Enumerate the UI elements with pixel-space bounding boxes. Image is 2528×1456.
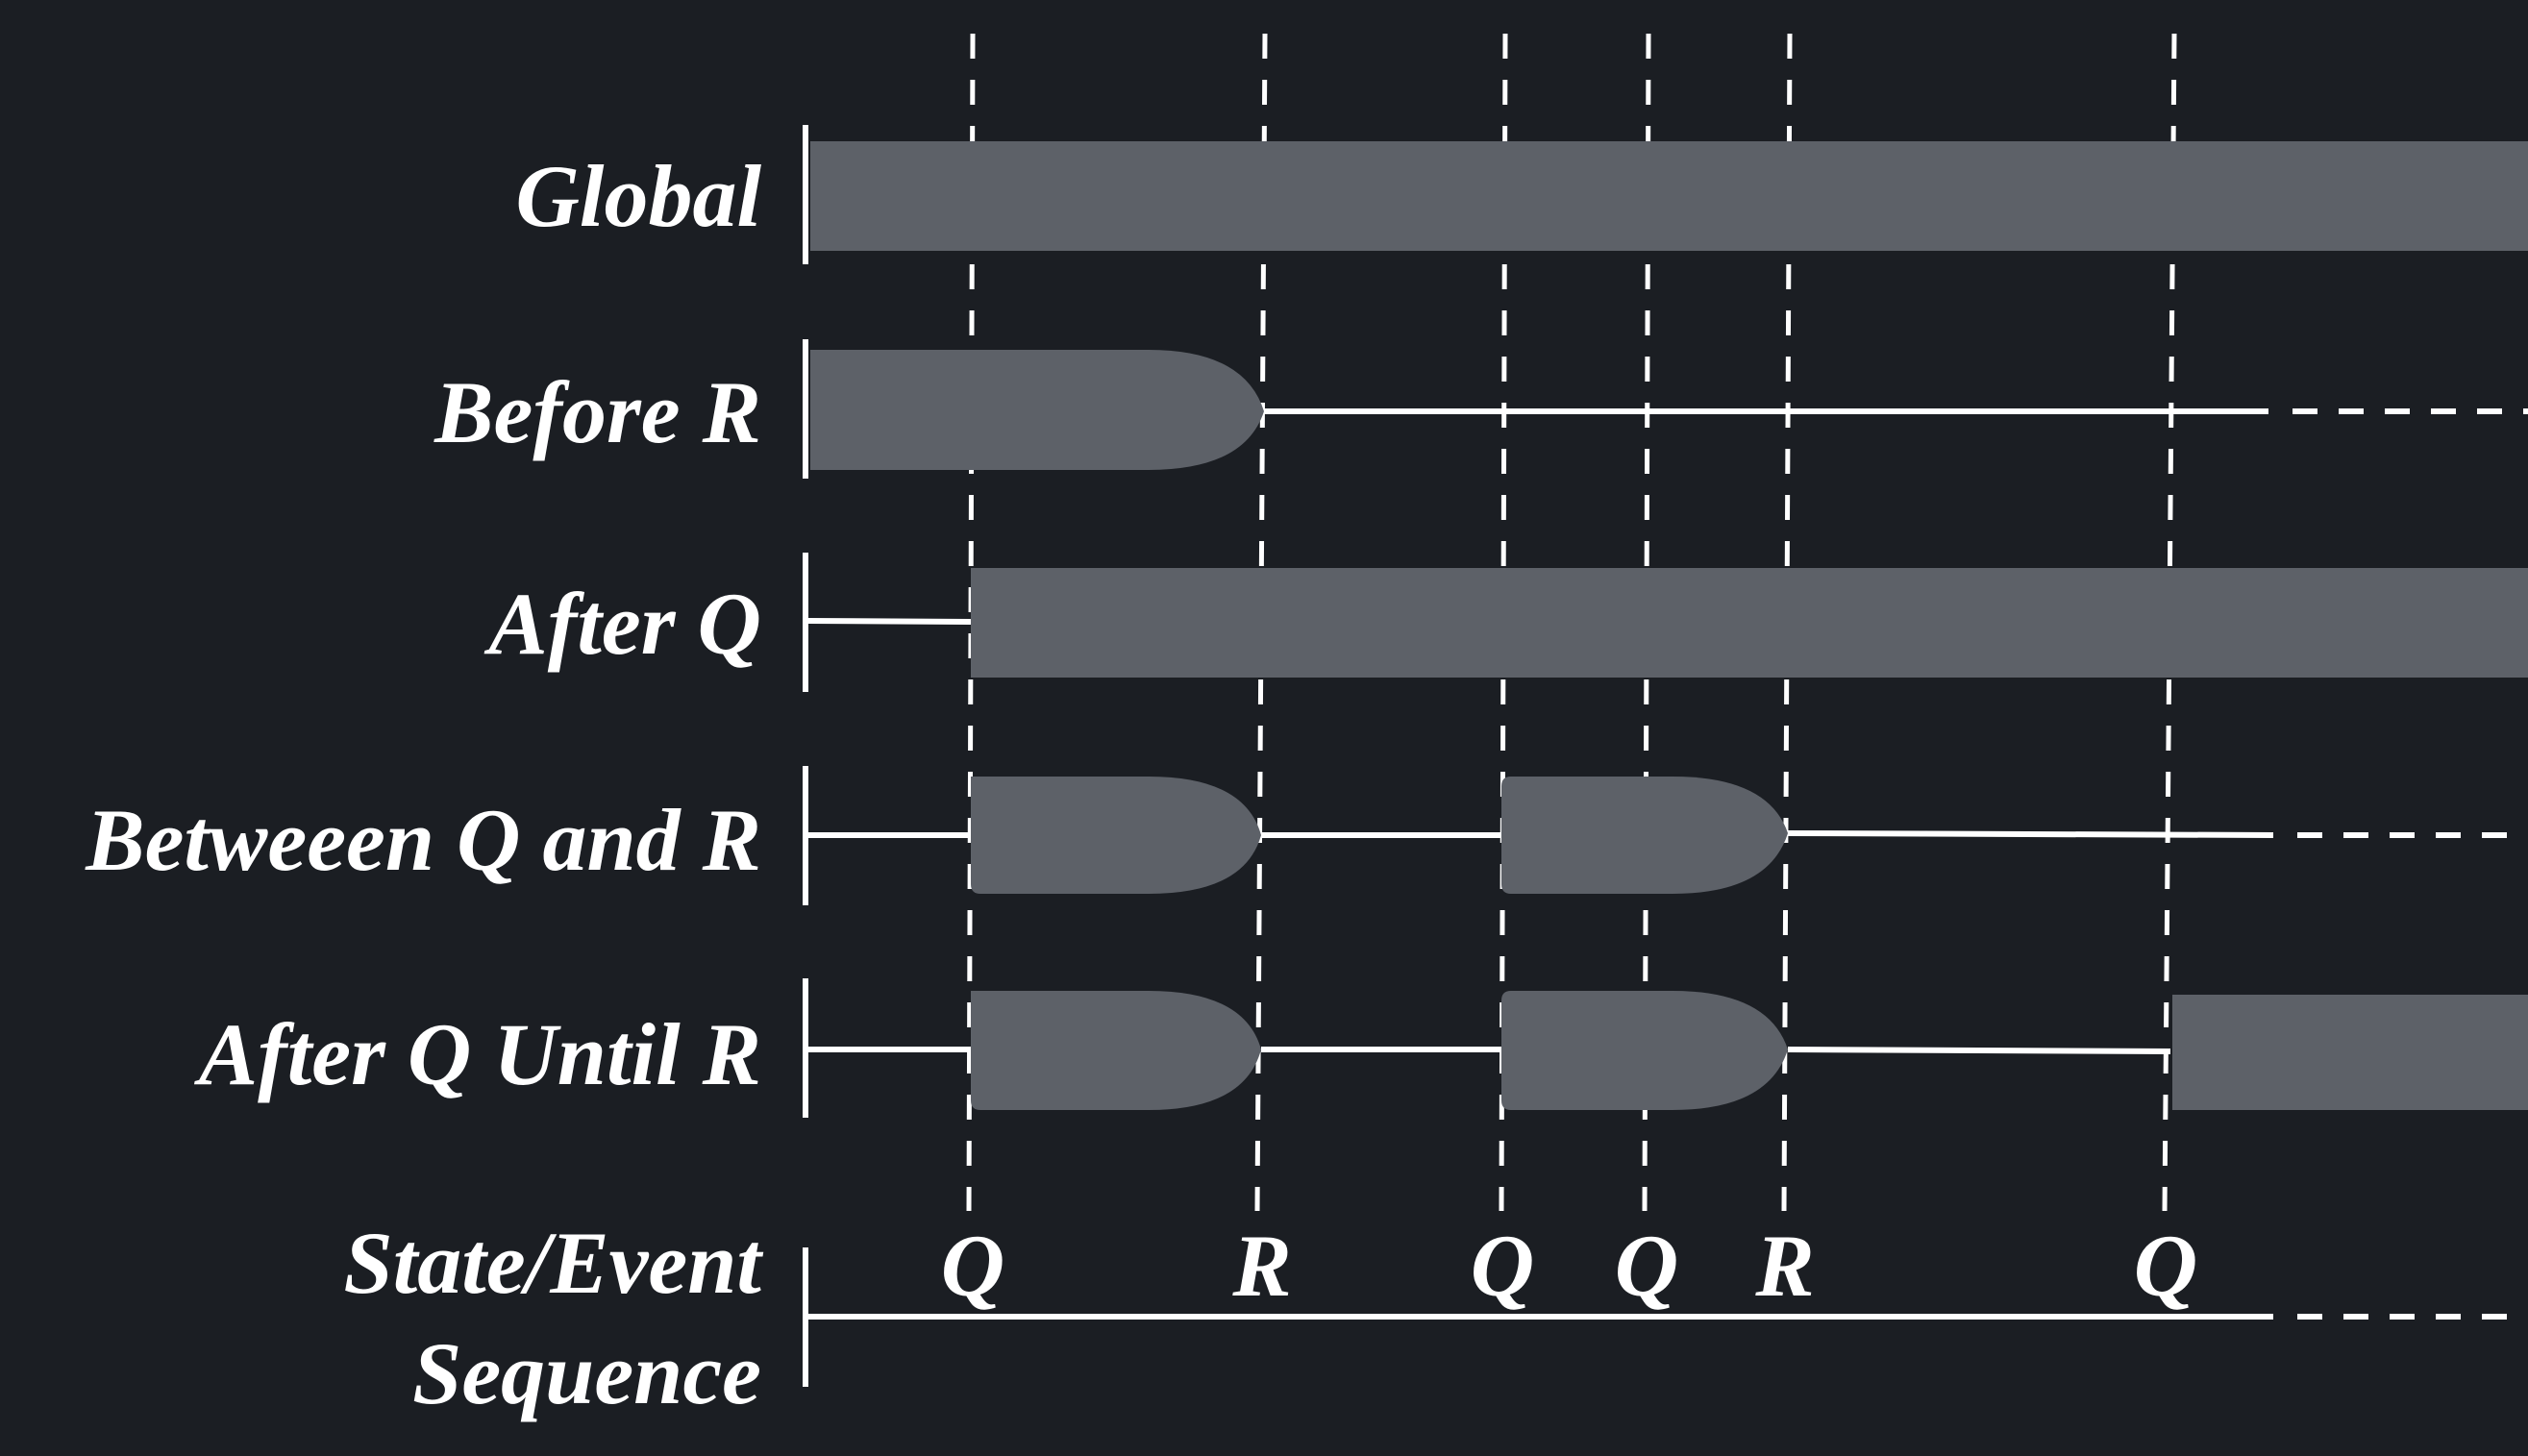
row-label-before-r: Before R — [434, 363, 761, 461]
row-after-q: After Q — [483, 553, 2528, 692]
event-label-q: Q — [941, 1217, 1004, 1315]
row-label-global: Global — [515, 147, 761, 245]
active-bar — [810, 350, 1264, 470]
row-label-after-q: After Q — [483, 575, 761, 673]
event-label-r: R — [1231, 1217, 1291, 1315]
active-bar — [971, 991, 1261, 1110]
sequence-label-line1: State/Event — [344, 1214, 764, 1312]
event-label-q: Q — [1471, 1217, 1534, 1315]
event-label-q: Q — [2134, 1217, 2197, 1315]
active-bar — [971, 568, 2528, 678]
inactive-line — [1787, 1047, 2171, 1054]
event-label-r: R — [1754, 1217, 1814, 1315]
active-bar — [1501, 777, 1788, 894]
row-after-q-until-r: After Q Until R — [194, 978, 2528, 1118]
row-global: Global — [515, 125, 2528, 264]
active-bar — [971, 777, 1261, 894]
active-bar — [810, 141, 2528, 251]
event-label-q: Q — [1615, 1217, 1678, 1315]
row-state-event-sequence: State/Event Sequence Q R Q Q R Q — [344, 1214, 2528, 1422]
row-before-r: Before R — [434, 339, 2528, 479]
inactive-line — [1787, 830, 2274, 838]
inactive-line — [807, 618, 972, 625]
sequence-label-line2: Sequence — [412, 1324, 761, 1422]
row-label-between-q-and-r: Betweeen Q and R — [85, 791, 761, 889]
row-between-q-and-r: Betweeen Q and R — [85, 766, 2528, 905]
active-bar — [1501, 991, 1788, 1110]
active-bar — [2172, 995, 2528, 1110]
row-label-after-q-until-r: After Q Until R — [194, 1005, 761, 1103]
